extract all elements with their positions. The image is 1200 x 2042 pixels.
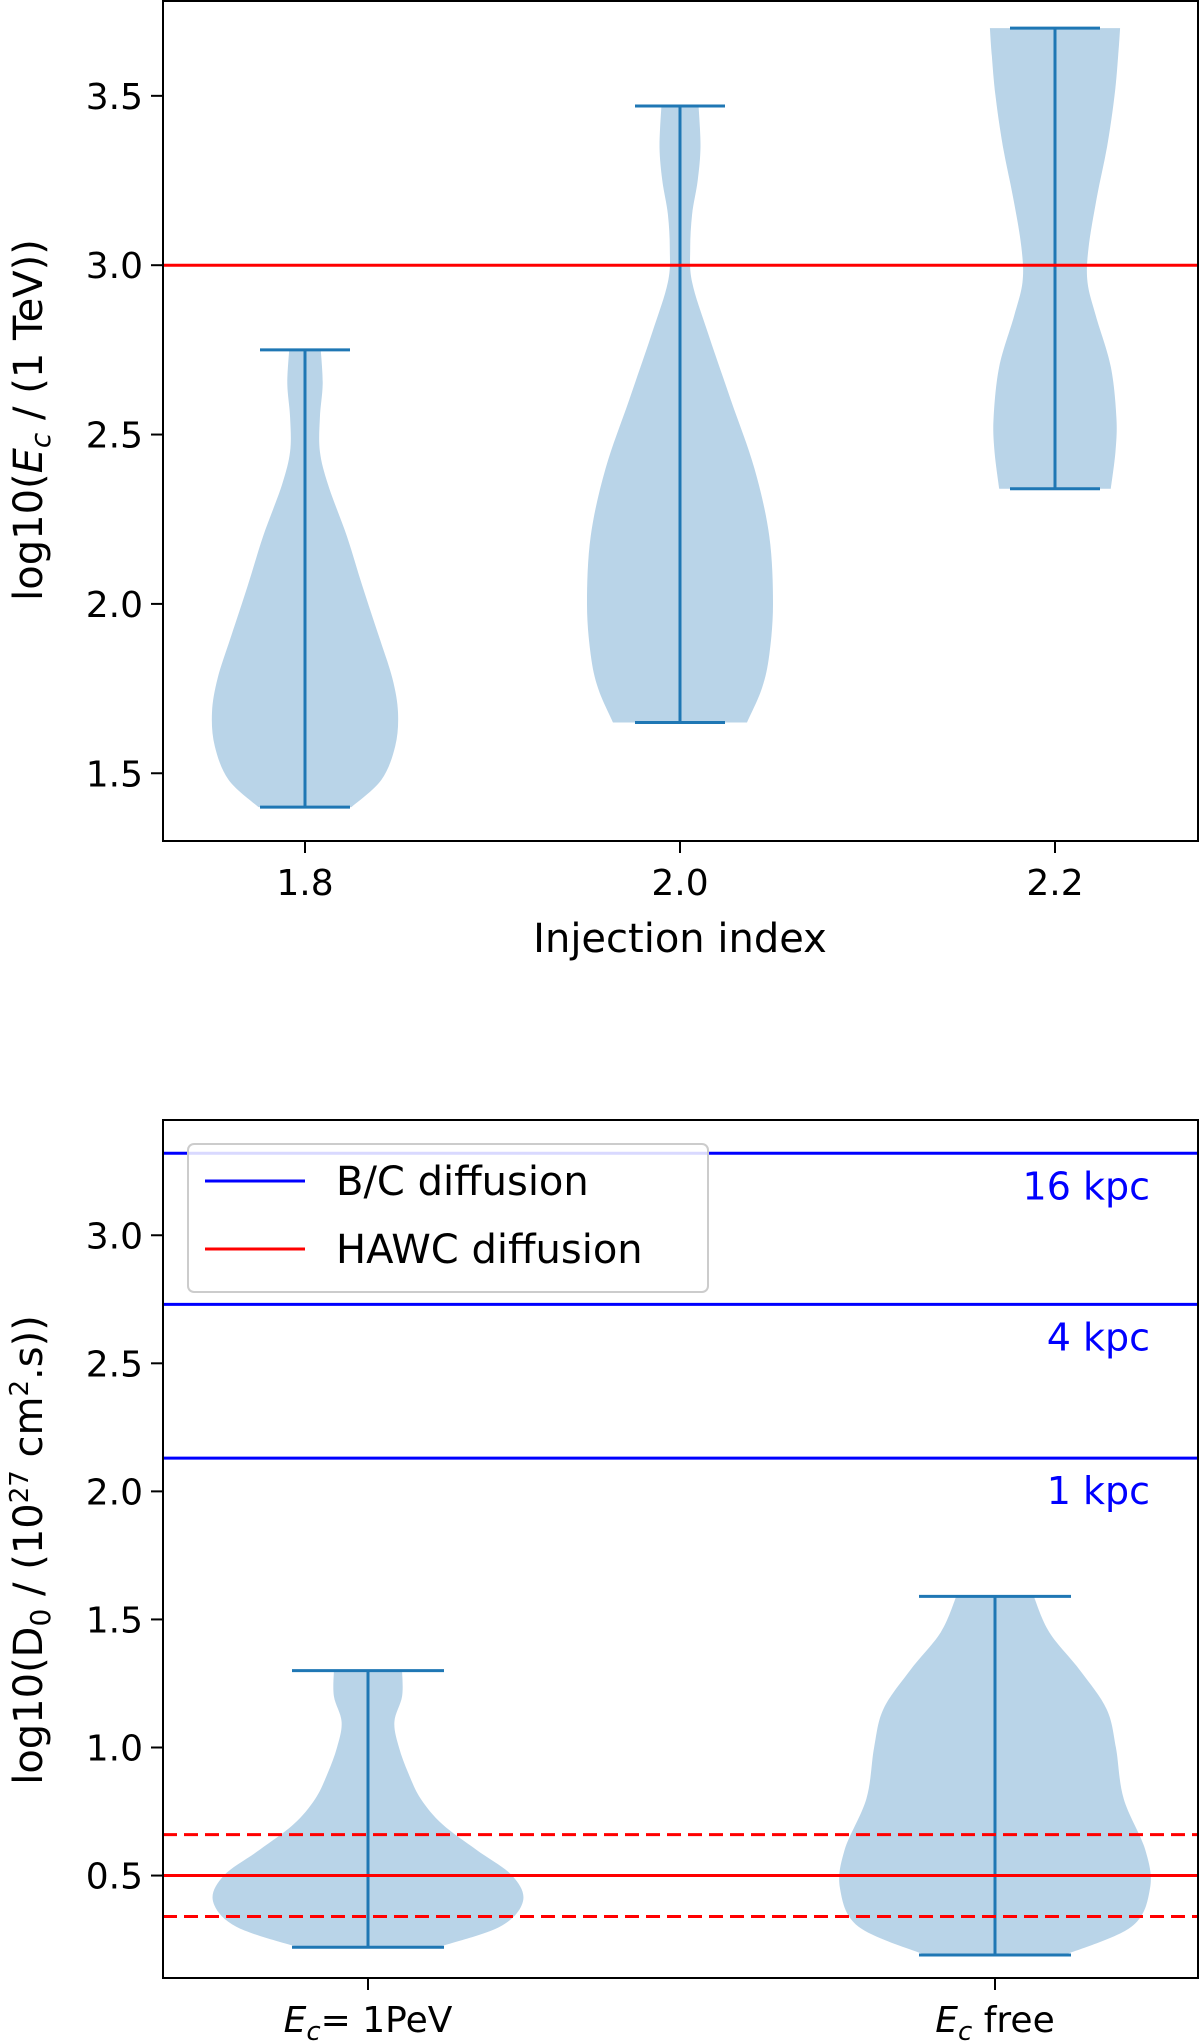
plot-frame-bottom — [162, 1119, 1199, 1979]
y-axis-bottom: 0.5 1.0 1.5 2.0 2.5 3.0 — [86, 1216, 163, 1898]
y-tick-label: 0.5 — [86, 1857, 143, 1898]
violins-top — [211, 26, 1121, 809]
x-tick-label: 2.2 — [1026, 863, 1083, 904]
legend: B/C diffusion HAWC diffusion — [187, 1143, 709, 1293]
chart-top: 1.5 2.0 2.5 3.0 3.5 1.8 2.0 2.2 Injection inde… — [6, 0, 1199, 962]
x-tick-label: 2.0 — [651, 863, 708, 904]
y-tick-label: 3.0 — [86, 246, 143, 287]
violins-bottom — [212, 1594, 1151, 1957]
y-tick-label: 2.5 — [86, 416, 143, 457]
x-tick-label: 1.8 — [276, 863, 333, 904]
y-tick-label: 1.5 — [86, 1600, 143, 1641]
x-axis-bottom: Ec= 1PeV Ec free — [284, 1978, 1055, 2042]
y-tick-label: 2.0 — [86, 585, 143, 626]
y-axis-top: 1.5 2.0 2.5 3.0 3.5 — [86, 77, 163, 795]
y-tick-label: 3.5 — [86, 77, 143, 118]
chart-bottom: 16 kpc 4 kpc 1 kpc B/C diffusion HAWC diff… — [5, 1119, 1199, 2042]
y-axis-label-top: log10(Ec / (1 TeV)) — [6, 239, 57, 601]
y-axis-label-bottom: log10(D0 / (1027 cm2.s)) — [5, 1315, 57, 1785]
legend-label-hawc: HAWC diffusion — [336, 1227, 643, 1273]
x-axis-top: 1.8 2.0 2.2 — [276, 841, 1084, 904]
y-tick-label: 1.0 — [86, 1728, 143, 1769]
line-annotation: 16 kpc — [1023, 1164, 1150, 1208]
y-tick-label: 3.0 — [86, 1216, 143, 1257]
y-tick-label: 2.5 — [86, 1344, 143, 1385]
line-annotations-bottom: 16 kpc 4 kpc 1 kpc — [1023, 1164, 1150, 1513]
y-tick-label: 1.5 — [86, 754, 143, 795]
x-tick-label: Ec free — [935, 2000, 1054, 2042]
y-tick-label: 2.0 — [86, 1472, 143, 1513]
line-annotation: 4 kpc — [1047, 1315, 1150, 1359]
x-tick-label: Ec= 1PeV — [284, 2000, 453, 2042]
legend-label-bc: B/C diffusion — [336, 1159, 589, 1205]
x-axis-label-top: Injection index — [533, 916, 827, 962]
line-annotation: 1 kpc — [1047, 1469, 1150, 1513]
legend-box — [187, 1143, 709, 1293]
